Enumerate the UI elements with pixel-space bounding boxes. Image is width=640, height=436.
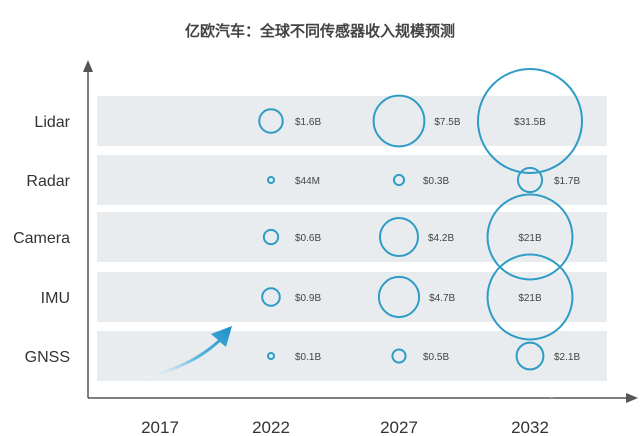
bubble: [516, 166, 544, 194]
row-band: [97, 212, 607, 262]
value-label: $31.5B: [514, 117, 546, 128]
value-label: $0.9B: [295, 293, 321, 304]
category-label: IMU: [41, 290, 70, 307]
bubbles: [258, 68, 583, 371]
value-label: $4.7B: [429, 293, 455, 304]
category-label: Lidar: [34, 114, 70, 131]
value-label: $21B: [518, 233, 542, 244]
value-label: $0.1B: [295, 352, 321, 363]
x-tick-label: 2027: [380, 418, 418, 436]
bubble: [486, 253, 574, 341]
bubble: [267, 176, 275, 184]
value-label: $2.1B: [554, 352, 580, 363]
row-band: [97, 155, 607, 205]
row-band: [97, 272, 607, 322]
bubble: [377, 275, 421, 319]
row-band: [97, 96, 607, 146]
value-label: $0.6B: [295, 233, 321, 244]
bubble: [486, 193, 574, 281]
bubble: [261, 287, 281, 307]
value-label: $0.3B: [423, 176, 449, 187]
bubble: [392, 173, 406, 187]
category-labels: Lidar Radar Camera IMU GNSS: [13, 114, 71, 366]
bubble: [515, 341, 545, 371]
value-label: $4.2B: [428, 233, 454, 244]
row-bands: [97, 96, 607, 381]
x-tick-label: 2032: [511, 418, 549, 436]
x-tick-label: 2017: [141, 418, 179, 436]
value-label: $21B: [518, 293, 542, 304]
bubble: [372, 94, 426, 148]
value-label: $44M: [295, 176, 320, 187]
bubble: [477, 68, 583, 174]
value-label: $1.7B: [554, 176, 580, 187]
chart-title: 亿欧汽车：全球不同传感器收入规模预测: [185, 22, 455, 40]
y-axis-arrow-icon: [83, 60, 93, 72]
x-tick-label: 2022: [252, 418, 290, 436]
bubble: [379, 217, 419, 257]
value-labels: $1.6B $7.5B $31.5B $44M $0.3B $1.7B $0.6B $4.2B…: [295, 117, 580, 363]
watermark: 头条 @未来智库: [512, 382, 614, 399]
x-axis-arrow-icon: [626, 393, 638, 403]
category-label: GNSS: [25, 349, 70, 366]
bubble: [262, 228, 280, 246]
value-label: $7.5B: [434, 117, 460, 128]
value-label: $0.5B: [423, 352, 449, 363]
category-label: Camera: [13, 230, 70, 247]
bubble: [258, 108, 284, 134]
category-label: Radar: [26, 173, 70, 190]
bubble: [267, 352, 275, 360]
growth-arrow-icon: [142, 326, 232, 379]
value-label: $1.6B: [295, 117, 321, 128]
x-tick-labels: 2017 2022 2027 2032: [141, 418, 549, 436]
bubble: [391, 348, 407, 364]
